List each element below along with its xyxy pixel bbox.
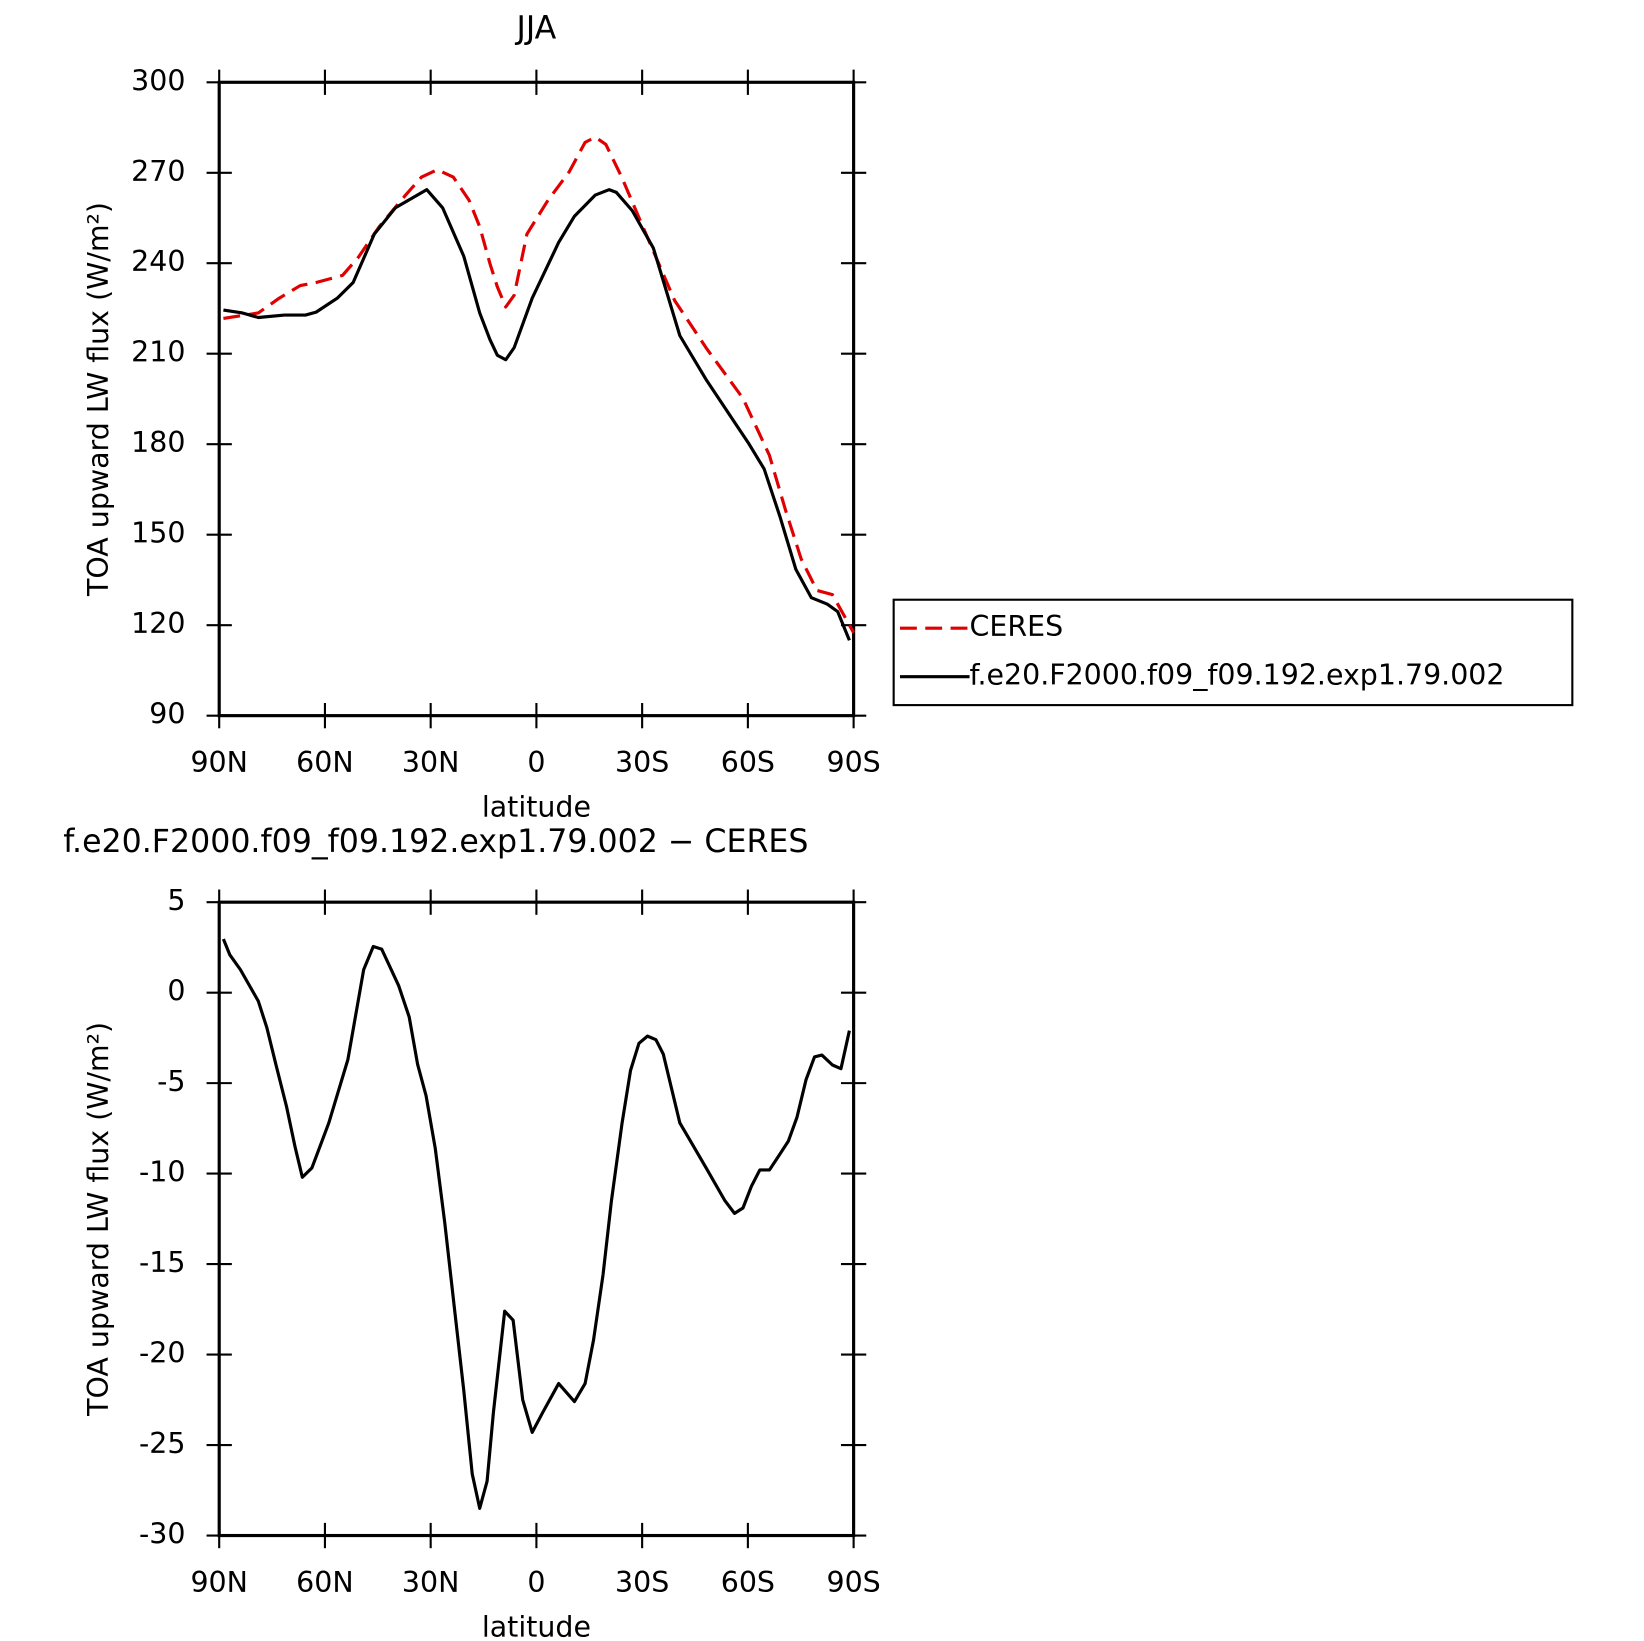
y-tick-label: 150 — [131, 517, 185, 550]
y-tick-label: -10 — [139, 1156, 185, 1189]
x-axis-label: latitude — [482, 1610, 591, 1641]
x-tick-label: 30S — [615, 1566, 669, 1599]
y-tick-label: 240 — [131, 245, 185, 278]
x-tick-label: 30N — [402, 1566, 459, 1599]
legend-label: f.e20.F2000.f09_f09.192.exp1.79.002 — [970, 659, 1505, 692]
y-tick-label: -20 — [139, 1337, 185, 1370]
y-tick-label: -5 — [157, 1065, 185, 1098]
x-tick-label: 60N — [296, 746, 353, 779]
y-tick-label: 5 — [167, 884, 185, 917]
x-tick-label: 90N — [190, 1566, 247, 1599]
x-tick-label: 60N — [296, 1566, 353, 1599]
plot-frame — [217, 900, 856, 1538]
y-tick-label: 120 — [131, 607, 185, 640]
y-axis-label: TOA upward LW flux (W/m²) — [82, 1022, 115, 1417]
y-tick-label: 300 — [131, 64, 185, 97]
x-tick-label: 30S — [615, 746, 669, 779]
x-tick-label: 60S — [721, 746, 775, 779]
chart-title: f.e20.F2000.f09_f09.192.exp1.79.002 − CE… — [63, 824, 808, 860]
y-tick-label: 180 — [131, 426, 185, 459]
x-tick-label: 90S — [826, 1566, 880, 1599]
y-axis-label: TOA upward LW flux (W/m²) — [82, 202, 115, 597]
y-tick-label: -25 — [139, 1427, 185, 1460]
y-tick-label: 210 — [131, 336, 185, 369]
plot-frame — [217, 80, 856, 718]
x-tick-label: 30N — [402, 746, 459, 779]
x-tick-label: 0 — [527, 1566, 545, 1599]
y-tick-label: 270 — [131, 155, 185, 188]
y-tick-label: 90 — [149, 698, 185, 731]
y-tick-label: -30 — [139, 1518, 185, 1551]
x-tick-label: 90N — [190, 746, 247, 779]
series-line — [223, 188, 851, 641]
series-line — [221, 938, 851, 1510]
x-tick-label: 60S — [721, 1566, 775, 1599]
x-tick-label: 0 — [527, 746, 545, 779]
chart-title: JJA — [515, 11, 557, 47]
y-tick-label: 0 — [167, 975, 185, 1008]
legend-box — [892, 598, 1574, 707]
x-axis-label: latitude — [482, 790, 591, 823]
x-tick-label: 90S — [826, 746, 880, 779]
series-line — [223, 135, 855, 634]
y-tick-label: -15 — [139, 1246, 185, 1279]
legend-label: CERES — [970, 610, 1064, 643]
